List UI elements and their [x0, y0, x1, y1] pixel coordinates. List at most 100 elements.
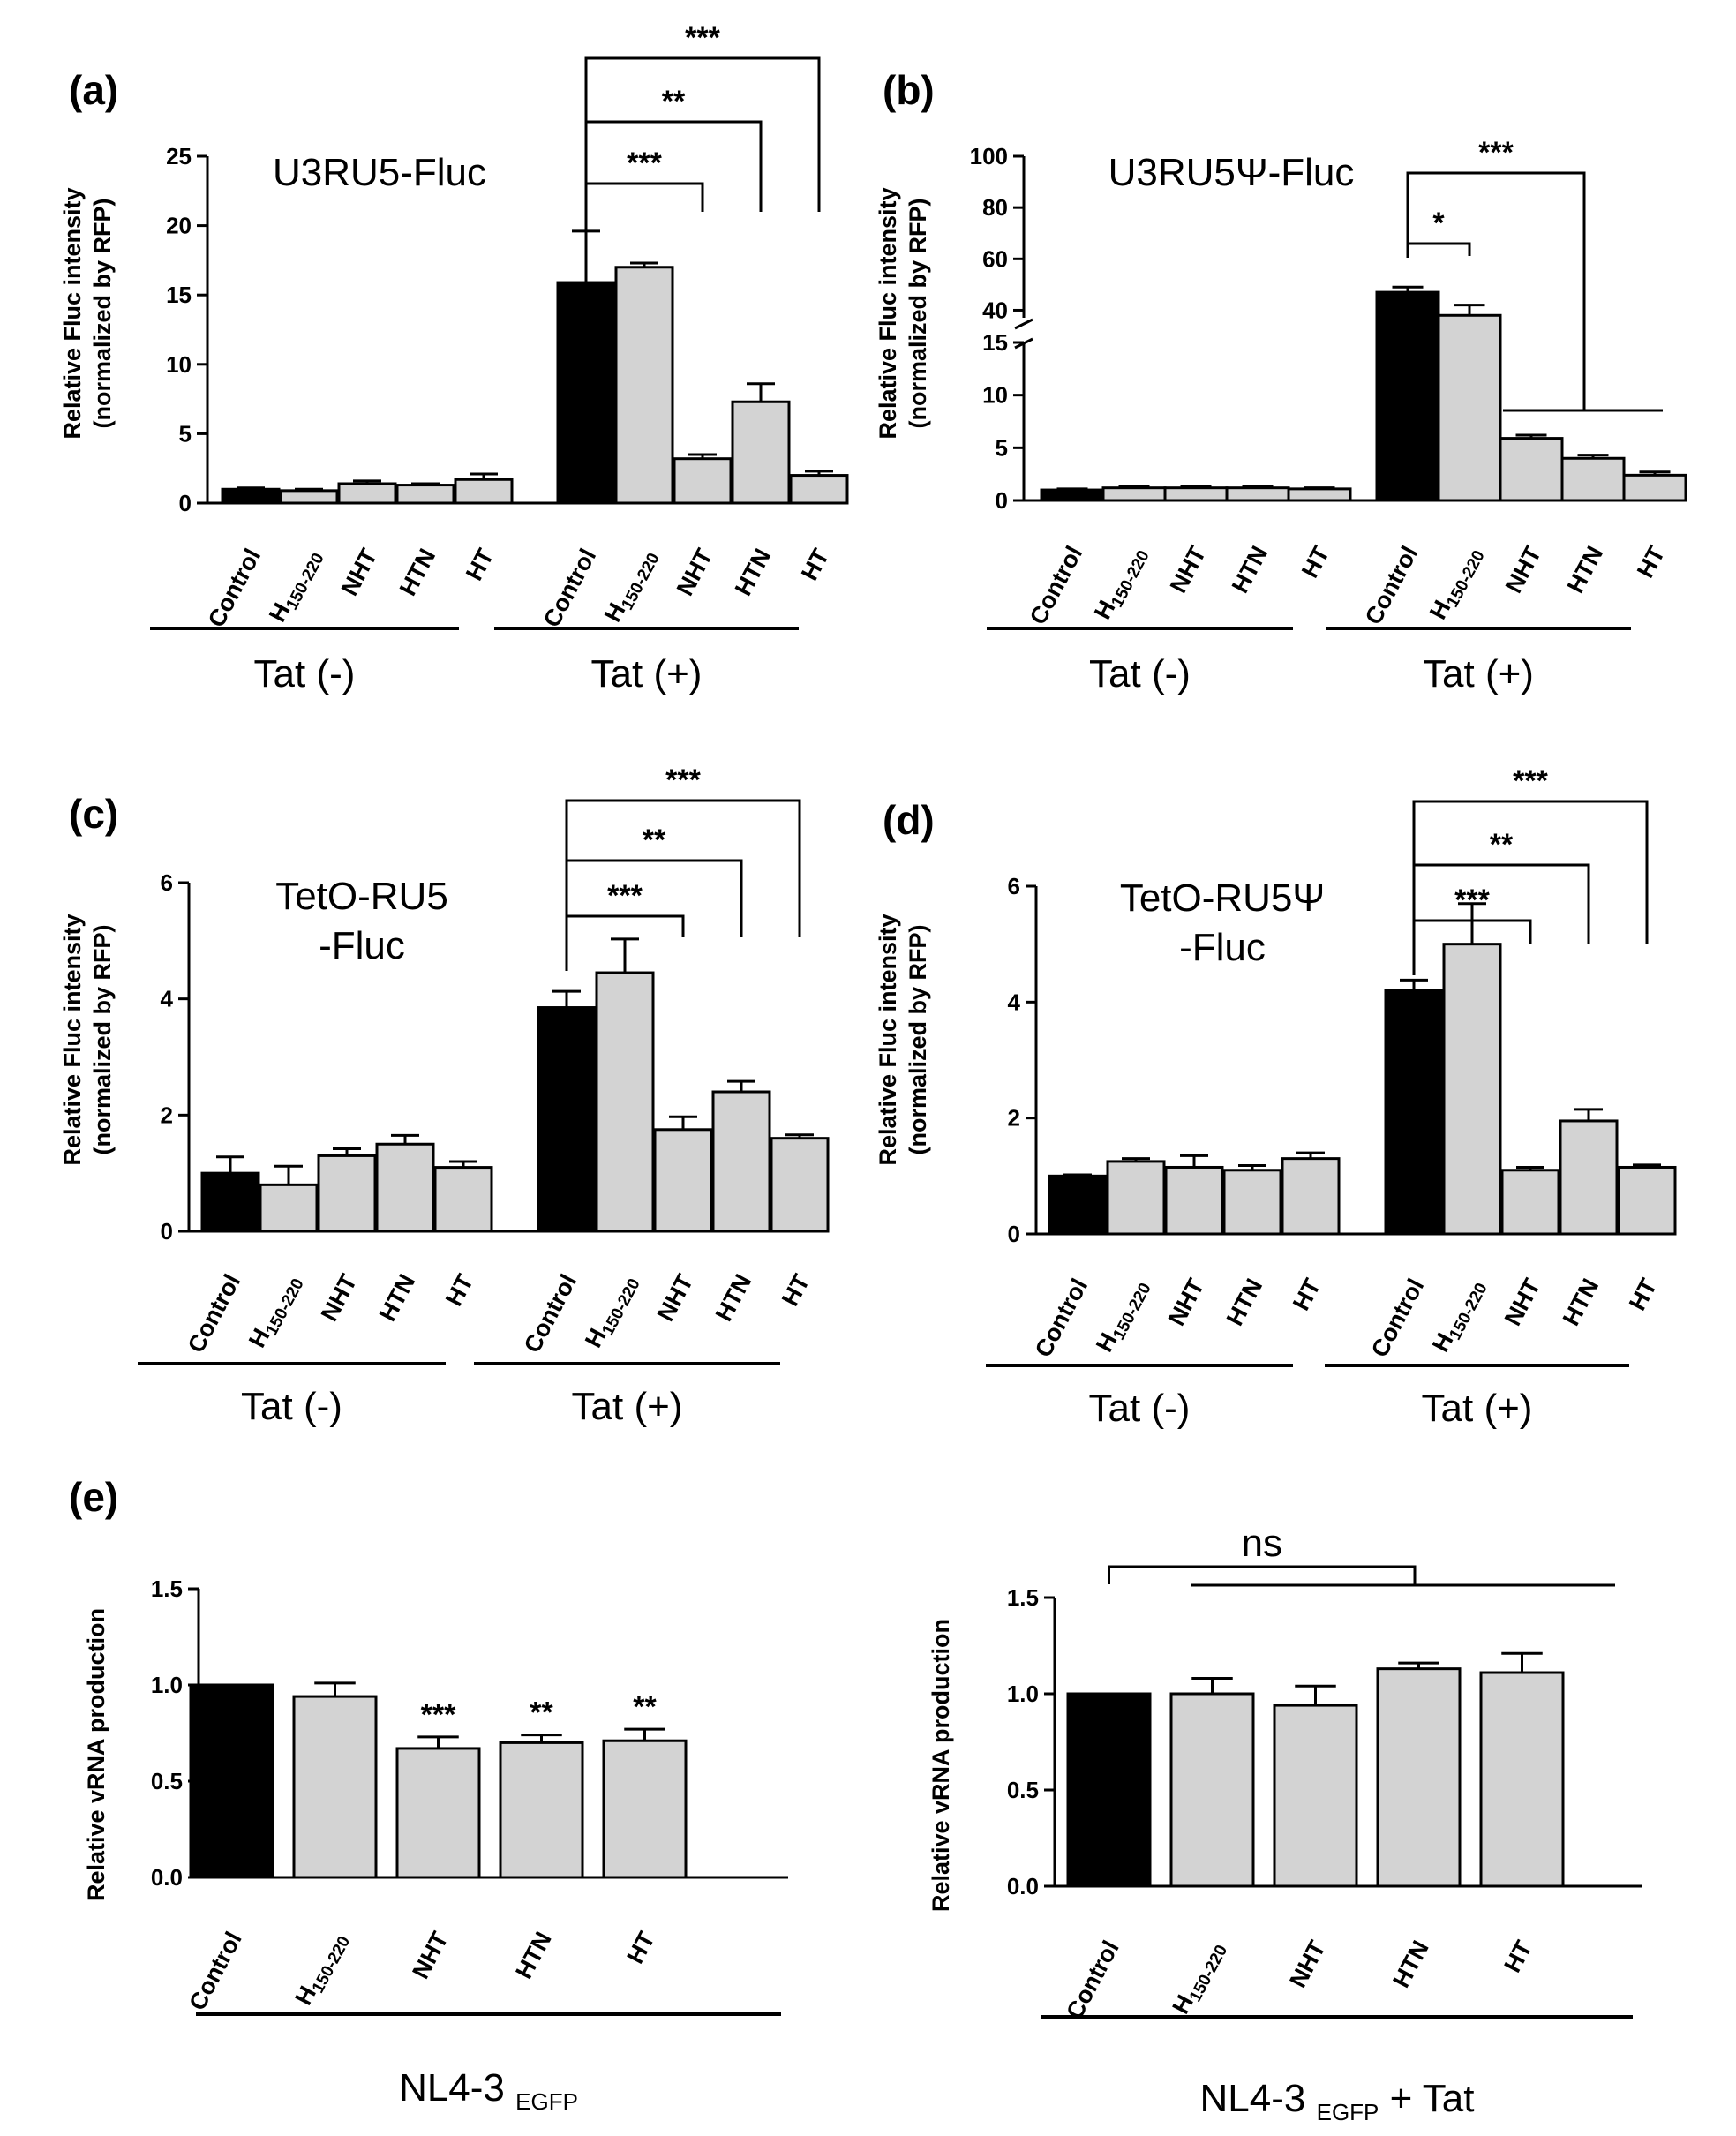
- chart-5-y-axis-label: Relative vRNA production: [83, 1608, 109, 1901]
- chart-2-category-label: Control: [1360, 542, 1424, 629]
- chart-5-bar: [395, 1747, 481, 1879]
- chart-5-panel-label: (e): [69, 1474, 118, 1520]
- chart-1-category-label: Control: [538, 545, 602, 632]
- chart-2-category-label: H150-220: [1089, 542, 1154, 626]
- chart-3-bar: [433, 1166, 493, 1233]
- category-subscript: 150-220: [1109, 1280, 1154, 1343]
- chart-4-y-tick-label: 4: [1008, 989, 1021, 1015]
- chart-4-y-tick-label: 6: [1008, 873, 1020, 899]
- chart-3-significance-bracket: [565, 799, 801, 971]
- chart-6-category-label: NHT: [1284, 1936, 1331, 1992]
- chart-5-y-tick-label: 1.0: [151, 1672, 183, 1698]
- chart-3-y-axis-label: (normalized by RFP): [89, 924, 116, 1154]
- chart-1-significance-bracket: [584, 182, 704, 240]
- chart-3-bar: [770, 1137, 830, 1233]
- chart-2-y-tick-label: 100: [970, 143, 1008, 169]
- chart-3-bar: [653, 1128, 713, 1233]
- chart-4-category-label: Control: [1366, 1275, 1430, 1362]
- chart-4-significance-label: **: [1490, 828, 1514, 861]
- category-subscript: 150-220: [309, 1933, 354, 1996]
- chart-2-y-tick-label: 15: [982, 329, 1008, 356]
- chart-1-y-axis-label: (normalized by RFP): [89, 198, 116, 428]
- chart-1-bar: [789, 474, 849, 505]
- chart-6-category-label: HT: [1499, 1936, 1537, 1976]
- chart-2-significance-bracket: [1406, 171, 1586, 410]
- chart-6-y-tick-label: 0.0: [1007, 1873, 1039, 1899]
- chart-5-bar: [292, 1695, 378, 1879]
- chart-1-category-label: HTN: [395, 545, 441, 600]
- chart-1-bar: [337, 482, 397, 505]
- chart-5-category-label: NHT: [407, 1927, 454, 1983]
- chart-4-bar: [1164, 1165, 1224, 1236]
- chart-5-category-label: HTN: [510, 1928, 557, 1983]
- chart-6-bar: [1376, 1667, 1462, 1888]
- chart-3-bar: [595, 971, 655, 1233]
- chart-3-y-tick-label: 2: [161, 1102, 173, 1128]
- chart-1-significance-label: ***: [685, 21, 720, 55]
- chart-2-y-tick-label: 10: [982, 382, 1008, 409]
- chart-2-category-label: HT: [1632, 541, 1671, 582]
- chart-4-significance-label: ***: [1454, 884, 1490, 917]
- chart-4-group-label: Tat (-): [1089, 1387, 1191, 1430]
- chart-3-category-label: HT: [440, 1269, 479, 1310]
- chart-1-category-label: HT: [461, 544, 500, 584]
- chart-3-category-label: HTN: [374, 1270, 421, 1326]
- chart-2-group-label: Tat (+): [1423, 652, 1534, 696]
- chart-4-y-axis-label: (normalized by RFP): [905, 924, 931, 1154]
- chart-1-significance-bracket: [584, 56, 821, 240]
- chart-4-category-label: Control: [1030, 1275, 1093, 1362]
- chart-4-bar: [1106, 1160, 1166, 1236]
- chart-3-significance-label: ***: [607, 879, 643, 913]
- chart-1-panel-label: (a): [69, 67, 118, 113]
- chart-4-bar: [1500, 1169, 1560, 1236]
- chart-2-y-tick-label: 60: [982, 245, 1008, 272]
- chart-6-category-label: Control: [1061, 1937, 1124, 2024]
- chart-3-y-axis-label: Relative Fluc intensity: [59, 914, 86, 1165]
- group-label-main: NL4-3: [399, 2066, 515, 2110]
- category-subscript: 150-220: [1446, 1280, 1491, 1343]
- chart-2-category-label: Control: [1025, 542, 1088, 629]
- chart-3-bar: [537, 1006, 597, 1233]
- chart-2-significance-label: ***: [1478, 136, 1514, 169]
- chart-3-category-label: Control: [183, 1270, 246, 1358]
- chart-5-significance-stars: ***: [421, 1698, 456, 1732]
- group-label-subscript: EGFP: [1317, 2099, 1379, 2125]
- chart-4-bar: [1617, 1165, 1677, 1236]
- category-subscript: 150-220: [1443, 547, 1488, 610]
- chart-5-category-label: H150-220: [289, 1928, 354, 2012]
- chart-3-title: -Fluc: [319, 924, 405, 967]
- chart-4-category-label: HTN: [1221, 1275, 1268, 1330]
- chart-5-y-tick-label: 1.5: [151, 1576, 183, 1602]
- chart-2-category-label: H150-220: [1424, 542, 1489, 626]
- chart-2-panel-label: (b): [883, 67, 935, 113]
- chart-2-bar: [1437, 313, 1502, 502]
- chart-2-bar: [1101, 486, 1167, 502]
- chart-2-bar: [1040, 488, 1105, 502]
- chart-6-bar: [1066, 1692, 1152, 1888]
- chart-3-bar: [711, 1090, 771, 1233]
- chart-1-y-tick-label: 15: [166, 282, 192, 308]
- chart-3-category-label: Control: [519, 1270, 582, 1358]
- chart-2-title: U3RU5Ψ-Fluc: [1108, 151, 1355, 194]
- chart-3-y-tick-label: 0: [161, 1218, 173, 1245]
- chart-3-category-label: H150-220: [244, 1270, 308, 1354]
- chart-4-title: TetO-RU5Ψ: [1120, 876, 1325, 920]
- chart-5-category-label: Control: [184, 1928, 247, 2015]
- category-subscript: 150-220: [618, 550, 663, 613]
- chart-4-category-label: NHT: [1499, 1274, 1546, 1330]
- chart-1-category-label: NHT: [672, 544, 718, 600]
- category-subscript: 150-220: [1186, 1942, 1231, 2004]
- chart-3-title: TetO-RU5: [275, 875, 448, 918]
- chart-1-bar: [221, 487, 281, 505]
- chart-3-bar: [375, 1142, 435, 1233]
- chart-4-bar: [1048, 1174, 1108, 1236]
- chart-2-significance-bracket: [1406, 242, 1471, 258]
- chart-3-category-label: HT: [777, 1269, 815, 1310]
- chart-1-significance-bracket: [584, 120, 763, 240]
- chart-6-y-axis-label: Relative vRNA production: [928, 1619, 954, 1912]
- chart-1-y-tick-label: 20: [166, 213, 192, 239]
- chart-3-bar: [317, 1154, 377, 1233]
- chart-4-bar: [1442, 943, 1502, 1236]
- chart-1-bar: [673, 457, 733, 505]
- chart-2-bar: [1560, 456, 1626, 502]
